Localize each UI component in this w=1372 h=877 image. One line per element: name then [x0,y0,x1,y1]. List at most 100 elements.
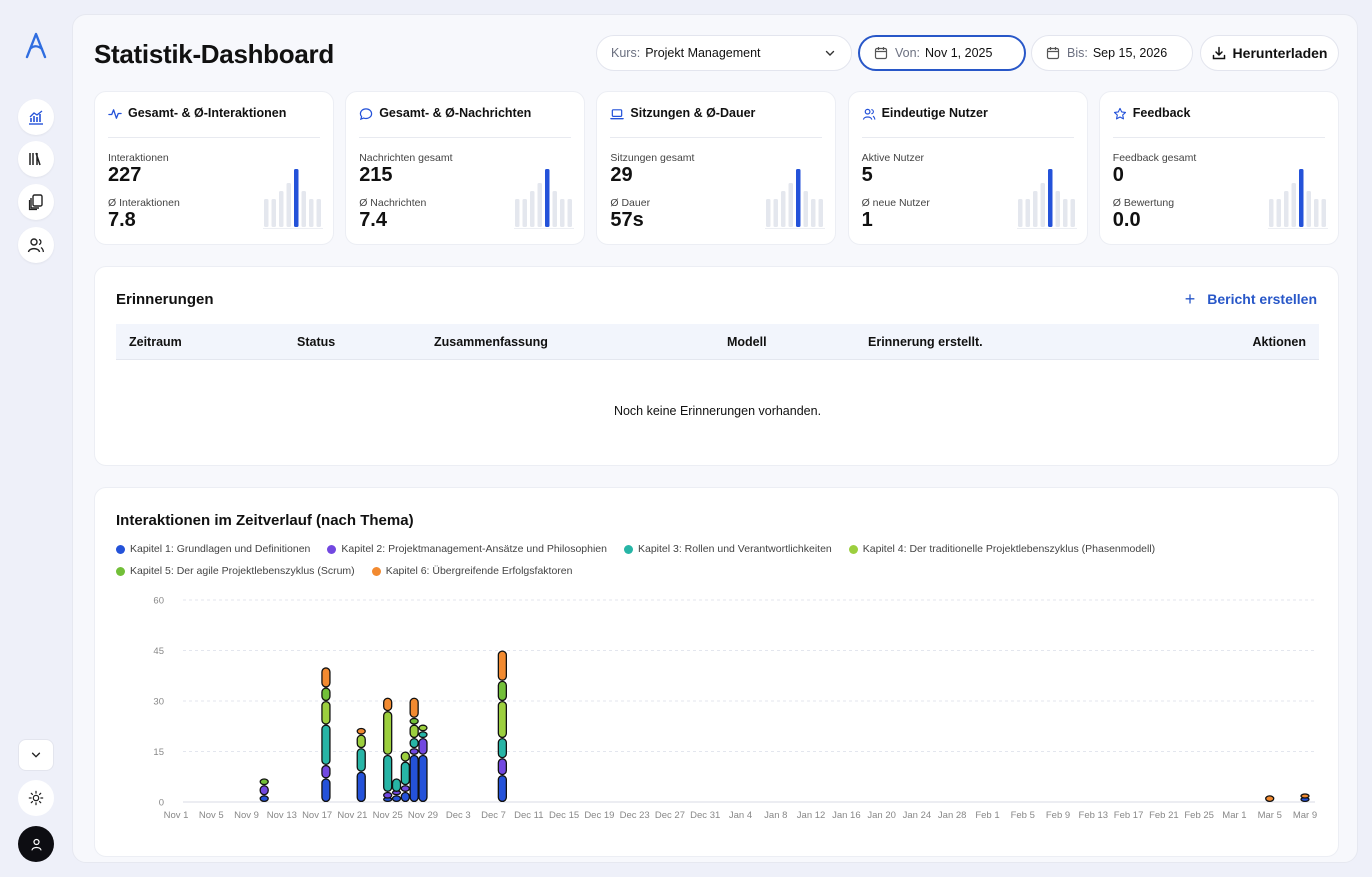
stat-label-primary: Interaktionen [108,152,169,164]
sparkline-bar [1062,199,1068,227]
course-select[interactable]: Kurs: Projekt Management [596,35,852,71]
chevron-down-icon [31,752,41,758]
chart-bar-segment[interactable] [259,795,269,803]
chart-bar-segment[interactable] [321,778,331,803]
chart-bar-segment[interactable] [383,791,393,799]
legend-label: Kapitel 2: Projektmanagement-Ansätze und… [341,543,607,555]
column-header-summary[interactable]: Zusammenfassung [434,335,548,349]
stat-label-primary: Nachrichten gesamt [359,152,453,164]
documents-icon [28,194,43,211]
app-logo-icon[interactable] [22,30,50,60]
chart-bar-segment[interactable] [321,764,331,779]
sparkline-bar [1321,199,1326,227]
chart-bar-segment[interactable] [356,734,366,749]
sparkline-bar [537,183,543,227]
download-button[interactable]: Herunterladen [1200,35,1339,71]
stat-card-interactions: Gesamt- & Ø-Interaktionen Interaktionen 22… [94,91,334,245]
chart-bar-segment[interactable] [400,785,410,792]
sidebar-item-library[interactable] [18,141,54,177]
stat-value-primary: 227 [108,164,142,186]
column-header-period[interactable]: Zeitraum [129,335,182,349]
legend-label: Kapitel 5: Der agile Projektlebenszyklus… [130,565,355,577]
laptop-icon [610,109,625,120]
chart-bar-segment[interactable] [409,724,419,739]
chart-bar-segment[interactable] [1265,795,1275,803]
chart-bar-segment[interactable] [383,754,393,792]
chart-bar-segment[interactable] [400,791,410,803]
chart-bar-segment[interactable] [259,778,269,786]
chart-bar-segment[interactable] [259,785,269,796]
legend-item[interactable]: Kapitel 1: Grundlagen und Definitionen [116,543,310,555]
chart-bar-segment[interactable] [321,687,331,702]
chart-bar-segment[interactable] [418,724,428,732]
user-menu-button[interactable] [18,826,54,862]
sparkline-bar [567,199,573,227]
sparkline-bar [530,191,535,227]
x-tick-label: Feb 17 [1114,810,1144,821]
x-tick-label: Feb 21 [1149,810,1179,821]
chart-bar-segment[interactable] [418,737,428,755]
legend-item[interactable]: Kapitel 5: Der agile Projektlebenszyklus… [116,565,355,577]
stat-card-header: Gesamt- & Ø-Nachrichten [359,106,572,138]
chart-bar-segment[interactable] [321,667,331,688]
theme-toggle-button[interactable] [18,780,54,816]
sidebar-item-users[interactable] [18,227,54,263]
legend-item[interactable]: Kapitel 6: Übergreifende Erfolgsfaktoren [371,565,572,577]
sparkline-bar [286,183,291,227]
chart-bar-segment[interactable] [356,727,366,735]
sidebar-collapse-button[interactable] [18,739,54,771]
chart-bar-segment[interactable] [497,737,508,759]
chart-bar-segment[interactable] [383,711,393,755]
chart-bar-segment[interactable] [497,700,508,739]
x-tick-label: Jan 8 [764,810,787,821]
sparkline-bar [522,199,528,227]
chart-bar-segment[interactable] [356,771,366,803]
legend-item[interactable]: Kapitel 3: Rollen und Verantwortlichkeit… [623,543,832,555]
x-tick-label: Dec 23 [620,810,650,821]
chart-bar-segment[interactable] [400,751,410,762]
chart-bar-segment[interactable] [409,717,419,725]
chart-bar-segment[interactable] [409,737,419,749]
course-label: Kurs: [611,46,641,60]
chart-bar-segment[interactable] [497,650,508,681]
legend-item[interactable]: Kapitel 2: Projektmanagement-Ansätze und… [327,543,607,555]
y-tick-label: 30 [153,697,164,708]
x-tick-label: Jan 12 [797,810,826,821]
date-to-picker[interactable]: Bis: Sep 15, 2026 [1031,35,1193,71]
stat-card-messages: Gesamt- & Ø-Nachrichten Nachrichten gesam… [345,91,586,245]
chart-bar-segment[interactable] [400,761,410,786]
chart-bar-segment[interactable] [409,697,419,718]
chart-bar-segment[interactable] [1300,793,1310,799]
sparkline-bar [264,199,269,227]
sparkline-bar [560,199,565,227]
sidebar-item-statistics[interactable] [18,99,54,135]
chart-bar-segment[interactable] [418,754,428,803]
legend-item[interactable]: Kapitel 4: Der traditionelle Projektlebe… [848,543,1155,555]
column-header-status[interactable]: Status [297,335,336,349]
chart-bar-segment[interactable] [418,731,428,739]
chart-bar-segment[interactable] [383,697,393,712]
reminders-table-header: Zeitraum Status Zusammenfassung Modell E… [116,324,1319,360]
chart-bar-segment[interactable] [391,778,402,792]
chart-bar-segment[interactable] [391,795,402,803]
column-header-model[interactable]: Modell [727,335,767,349]
stat-value-primary: 215 [359,164,393,186]
chart-bar-segment[interactable] [409,754,419,803]
date-from-picker[interactable]: Von: Nov 1, 2025 [858,35,1026,71]
sidebar-item-documents[interactable] [18,184,54,220]
create-report-button[interactable]: + Bericht erstellen [1185,290,1317,308]
chart-bar-segment[interactable] [497,680,508,702]
chart-bar-segment[interactable] [321,724,331,766]
x-tick-label: Dec 7 [481,810,506,821]
chart-bar-segment[interactable] [497,775,508,803]
sparkline-bar [1291,183,1296,227]
calendar-icon [874,47,888,60]
chart-bar-segment[interactable] [321,700,331,725]
chart-bar-segment[interactable] [497,758,508,776]
date-from-value: Nov 1, 2025 [925,46,993,60]
interactions-chart: 0 15 30 45 60 Nov 1 Nov 5 Nov 9 Nov 13 Nov 17 Nov … [153,596,1317,822]
column-header-created[interactable]: Erinnerung erstellt. [868,335,983,349]
chart-bar-segment[interactable] [356,748,366,772]
users-icon [862,108,876,120]
chart-bar-segment[interactable] [409,748,419,755]
